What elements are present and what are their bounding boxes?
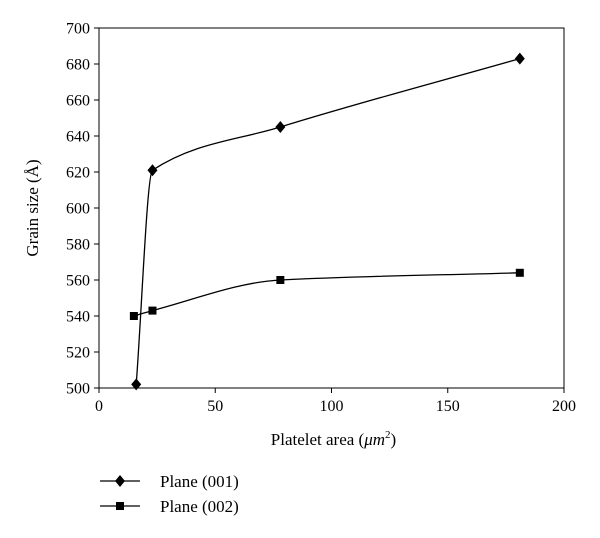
y-tick-label: 580 <box>66 237 90 254</box>
y-tick-label: 540 <box>66 309 90 326</box>
data-point-diamond <box>147 164 158 177</box>
y-tick-label: 600 <box>66 201 90 218</box>
y-axis-label: Grain size (Å) <box>23 159 42 256</box>
legend: Plane (001) Plane (002) <box>100 472 239 516</box>
x-tick-label: 0 <box>95 398 103 415</box>
legend-label-plane-001: Plane (001) <box>160 472 239 491</box>
y-tick-label: 660 <box>66 93 90 110</box>
x-tick-label: 150 <box>436 398 460 415</box>
x-axis-label-close: ) <box>391 430 397 449</box>
y-tick-label: 520 <box>66 345 90 362</box>
data-point-square <box>148 306 157 315</box>
x-axis-label-unit: μm <box>363 430 385 449</box>
y-tick-label: 700 <box>66 21 90 38</box>
x-axis-label: Platelet area (μm2) <box>271 429 396 449</box>
series-line-plane-002 <box>133 272 520 317</box>
y-tick-label: 560 <box>66 273 90 290</box>
data-point-square <box>276 276 285 284</box>
data-point-square <box>129 312 138 320</box>
plot-area: 0 50 100 150 200 500 520 540 560 580 600 620 640 660… <box>66 21 576 416</box>
x-tick-label: 50 <box>207 398 223 415</box>
y-tick-label: 640 <box>66 129 90 146</box>
y-axis-ticks: 500 520 540 560 580 600 620 640 660 680 700 <box>66 21 99 398</box>
y-tick-label: 620 <box>66 165 90 182</box>
legend-item: Plane (002) <box>100 497 239 516</box>
data-point-diamond <box>514 52 525 65</box>
y-tick-label: 500 <box>66 381 90 398</box>
series-line-plane-001 <box>135 57 521 385</box>
x-tick-label: 200 <box>552 398 576 415</box>
x-axis-label-main: Platelet area ( <box>271 430 365 449</box>
legend-item: Plane (001) <box>100 472 239 491</box>
x-axis-ticks: 0 50 100 150 200 <box>95 388 576 415</box>
data-point-diamond <box>131 378 142 391</box>
series-layer <box>129 52 525 391</box>
legend-marker-diamond <box>115 475 125 487</box>
legend-label-plane-002: Plane (002) <box>160 497 239 516</box>
data-point-square <box>515 268 524 277</box>
x-axis-label-unit-exponent: 2 <box>385 429 391 441</box>
legend-marker-square <box>116 502 124 510</box>
y-tick-label: 680 <box>66 57 90 74</box>
data-point-diamond <box>275 121 286 133</box>
x-tick-label: 100 <box>320 398 344 415</box>
